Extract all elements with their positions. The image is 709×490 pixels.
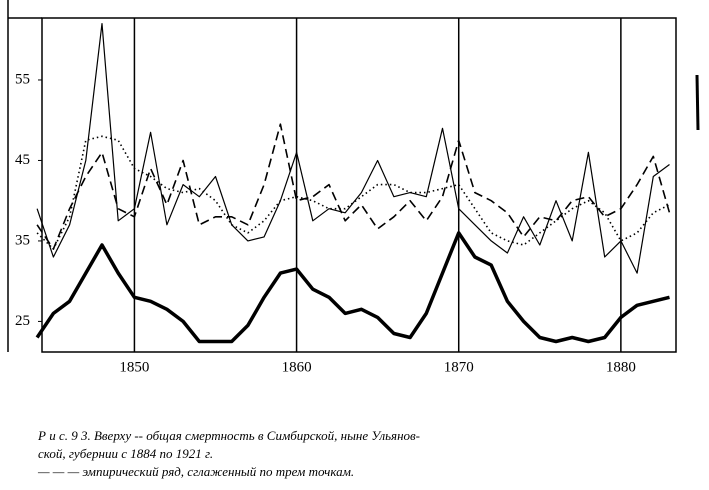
caption: — — — эмпирический ряд, сглаженный по тр… xyxy=(37,464,354,479)
adjacent-figure-fragment xyxy=(695,74,700,131)
caption: Р и с. 9 3. Вверху -- общая смертность в… xyxy=(37,428,420,443)
x-tick-label: 1870 xyxy=(444,359,474,375)
x-tick-label: 1880 xyxy=(606,359,636,375)
y-tick-label: 35 xyxy=(15,232,30,248)
data-line xyxy=(36,135,670,250)
y-tick-label: 55 xyxy=(15,71,30,87)
data-line xyxy=(36,123,671,250)
caption: ской, губернии с 1884 по 1921 г. xyxy=(38,446,213,461)
x-tick-label: 1860 xyxy=(282,359,312,375)
data-line xyxy=(36,23,670,274)
plot-frame xyxy=(41,17,677,353)
x-tick-label: 1850 xyxy=(119,359,149,375)
y-tick-label: 25 xyxy=(15,313,30,329)
data-line xyxy=(35,231,670,344)
y-tick-label: 45 xyxy=(15,152,30,168)
